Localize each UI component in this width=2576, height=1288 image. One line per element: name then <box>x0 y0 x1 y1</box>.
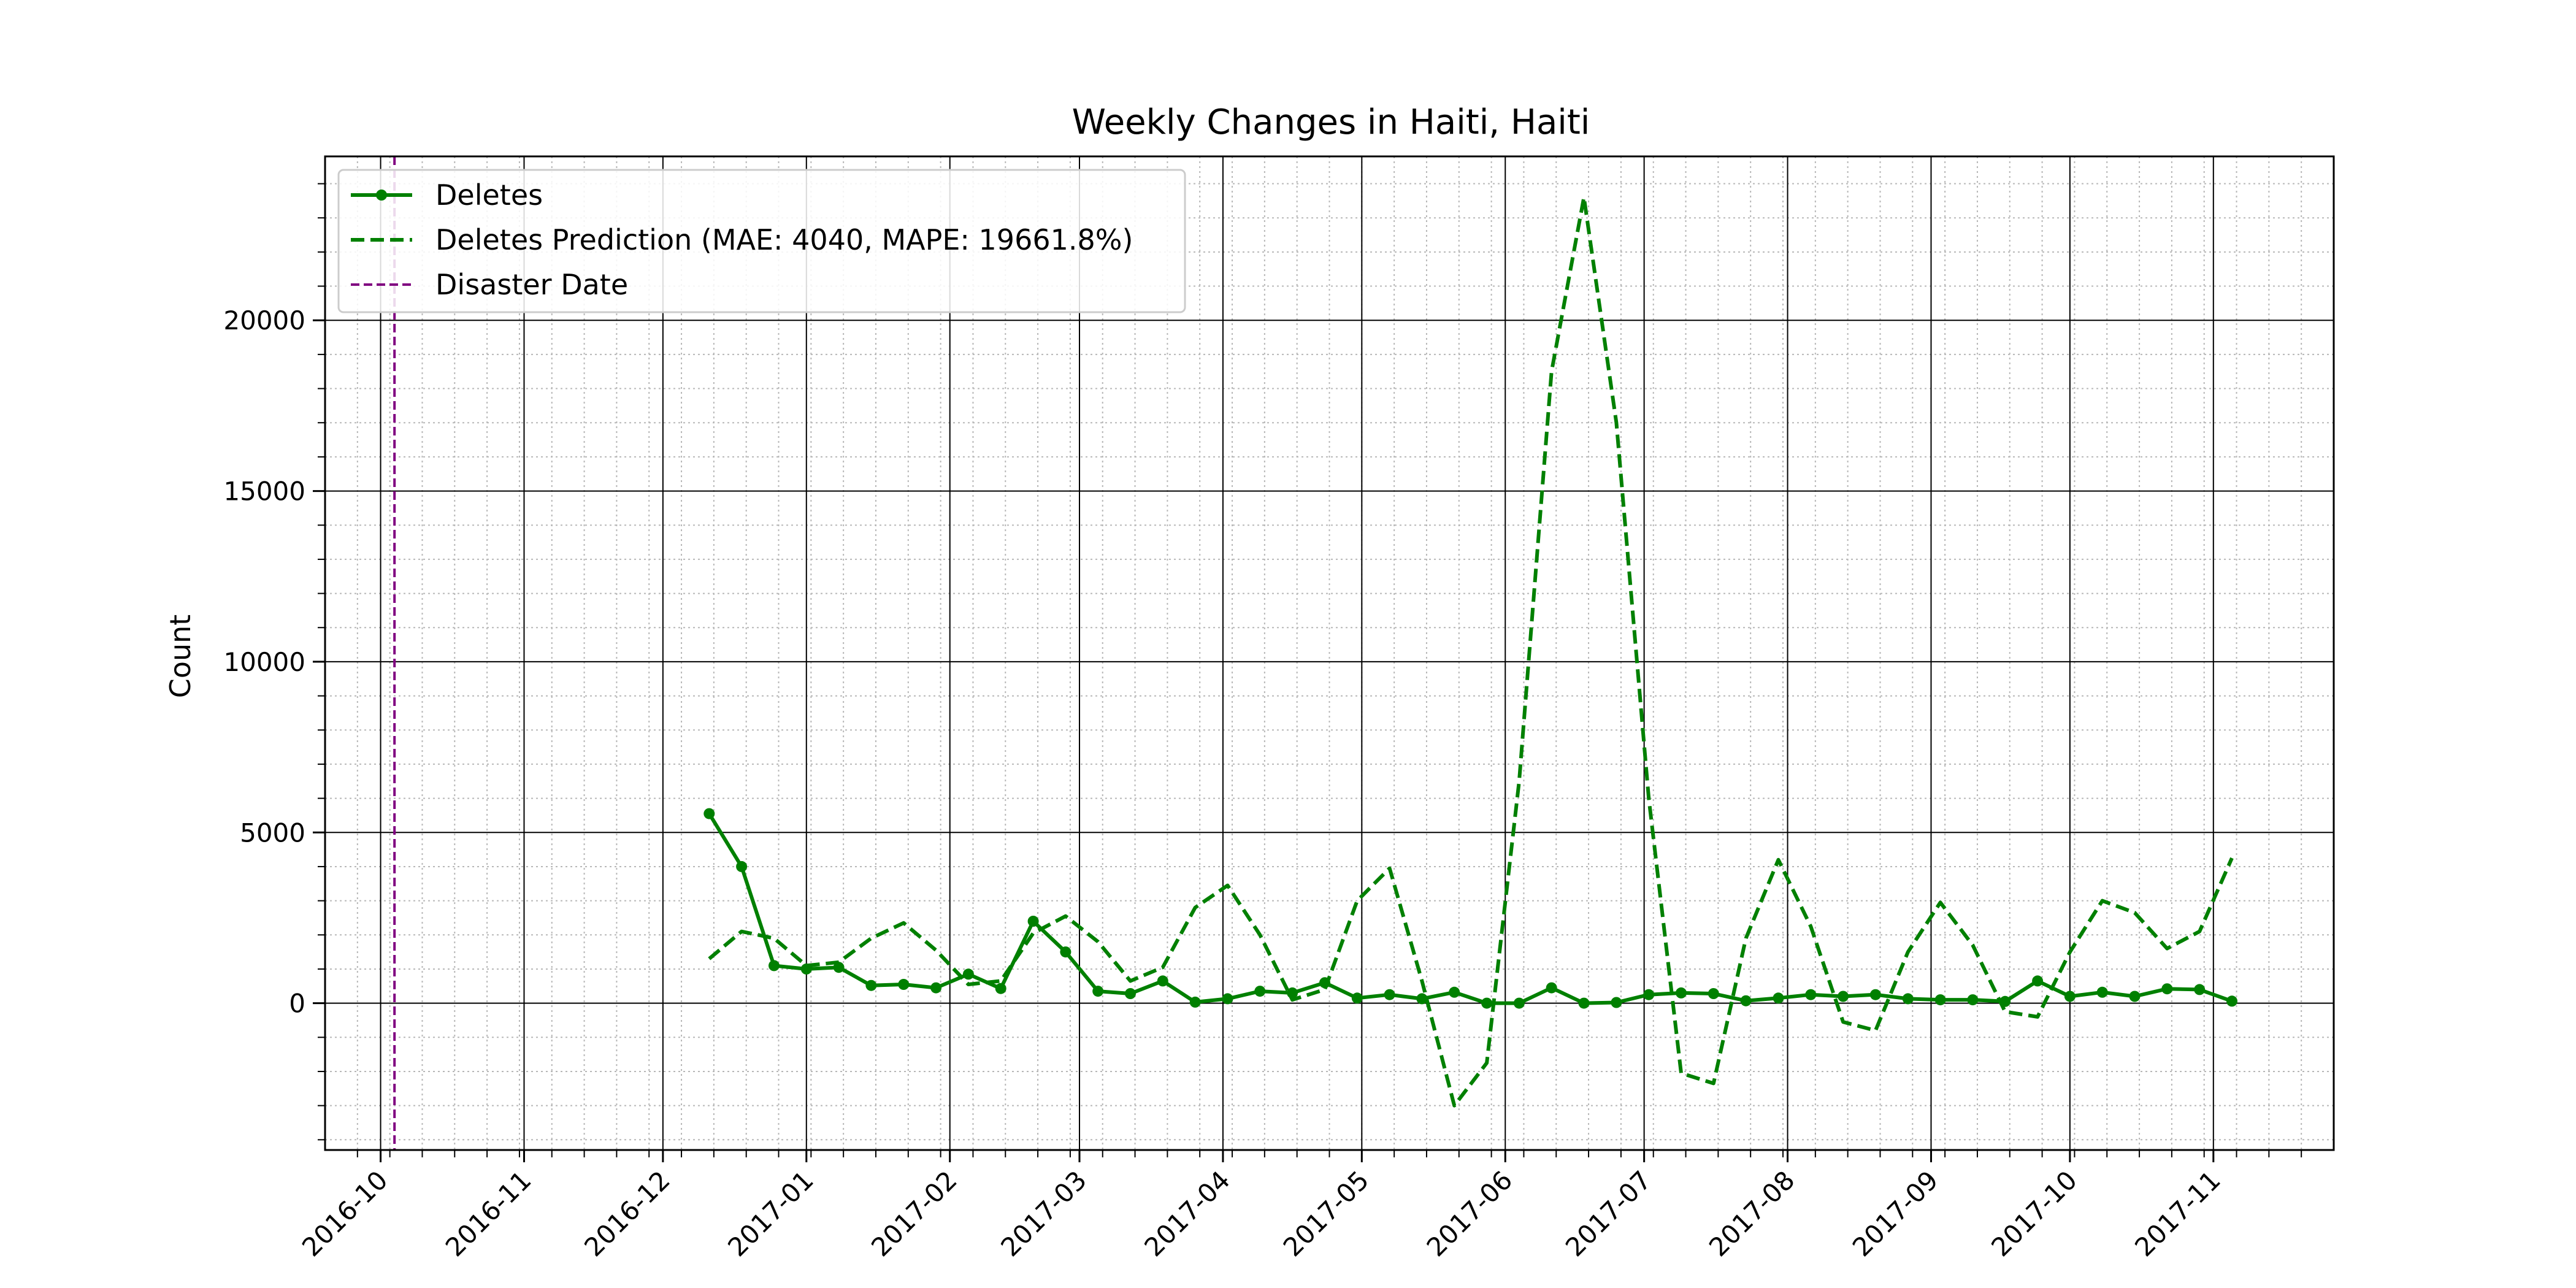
deletes-point <box>800 963 812 975</box>
deletes-point <box>1319 977 1330 989</box>
legend: Deletes Deletes Prediction (MAE: 4040, M… <box>337 169 1186 313</box>
deletes-point <box>1027 916 1039 927</box>
plot-area <box>393 156 2237 1150</box>
legend-label-prediction: Deletes Prediction (MAE: 4040, MAPE: 196… <box>435 223 1133 256</box>
deletes-point <box>2064 991 2076 1002</box>
y-tick-label: 15000 <box>223 477 305 507</box>
deletes-point <box>898 979 910 990</box>
deletes-point <box>1934 994 1946 1006</box>
deletes-point <box>1092 986 1104 997</box>
y-axis: 0 5000 10000 15000 20000 <box>223 183 325 1141</box>
deletes-point <box>703 808 715 819</box>
y-tick-label: 5000 <box>240 818 305 848</box>
deletes-point <box>1643 989 1655 1000</box>
y-tick-label: 10000 <box>223 647 305 677</box>
deletes-point <box>2032 975 2044 987</box>
deletes-point <box>1125 988 1136 999</box>
deletes-point <box>1513 997 1525 1009</box>
deletes-point <box>1967 994 1979 1006</box>
deletes-point <box>1481 997 1493 1009</box>
deletes-point <box>2194 984 2206 995</box>
deletes-point <box>1838 991 1849 1002</box>
deletes-point <box>1157 975 1168 987</box>
deletes-point <box>1287 987 1298 999</box>
deletes-point <box>2096 986 2108 998</box>
deletes-point <box>833 962 845 973</box>
deletes-point <box>1611 997 1622 1008</box>
deletes-point <box>1546 982 1557 994</box>
deletes-point <box>1578 997 1590 1009</box>
y-tick-label: 20000 <box>223 305 305 335</box>
deletes-point <box>736 861 748 872</box>
prediction-line <box>708 195 2234 1108</box>
deletes-point <box>930 982 942 994</box>
deletes-point <box>2161 983 2173 995</box>
legend-label-disaster: Disaster Date <box>435 268 628 301</box>
legend-marker-deletes <box>376 190 387 201</box>
deletes-point <box>1773 992 1784 1004</box>
deletes-point <box>1869 989 1881 1000</box>
deletes-point <box>1254 986 1266 997</box>
deletes-point <box>1060 946 1071 958</box>
deletes-point <box>865 979 877 991</box>
deletes-point <box>1740 995 1752 1006</box>
deletes-point <box>1189 996 1201 1008</box>
deletes-point <box>1708 988 1719 999</box>
deletes-point <box>1902 993 1914 1005</box>
y-tick-label: 0 <box>289 989 305 1019</box>
deletes-point <box>2129 991 2141 1002</box>
deletes-point <box>2226 995 2237 1007</box>
deletes-point <box>1805 989 1817 1000</box>
y-axis-label: Count <box>164 615 197 699</box>
legend-label-deletes: Deletes <box>435 178 543 212</box>
deletes-point <box>1222 993 1233 1005</box>
deletes-point <box>1999 995 2011 1007</box>
deletes-point <box>1416 993 1428 1005</box>
deletes-point <box>962 968 974 980</box>
deletes-point <box>1449 986 1460 998</box>
deletes-point <box>995 983 1006 994</box>
deletes-point <box>1351 992 1363 1004</box>
major-grid <box>325 156 2334 1150</box>
legend-box <box>337 169 1186 313</box>
deletes-point <box>769 960 780 972</box>
deletes-point <box>1676 987 1687 999</box>
chart-title: Weekly Changes in Haiti, Haiti <box>1072 102 1590 142</box>
deletes-point <box>1384 989 1395 1000</box>
